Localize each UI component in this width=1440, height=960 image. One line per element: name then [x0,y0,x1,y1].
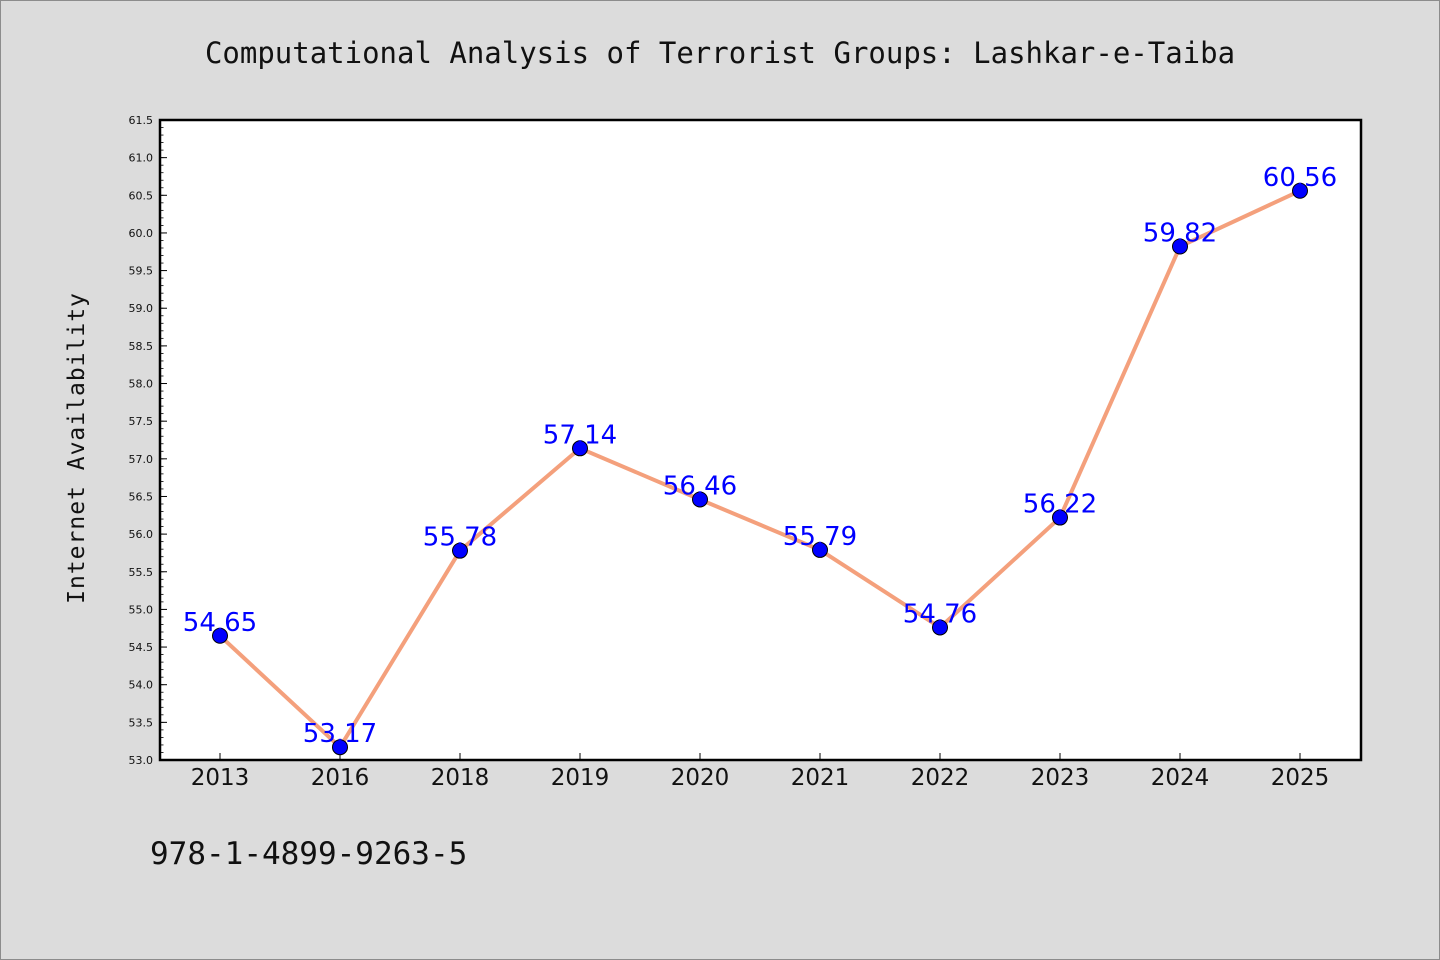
y-tick-label: 60.5 [129,189,154,202]
y-tick-label: 57.0 [129,453,154,466]
chart-title: Computational Analysis of Terrorist Grou… [205,36,1235,70]
data-labels: 54.65 53.17 55.78 57.14 56.46 55.79 54.76 56.22… [183,163,1337,749]
x-tick-label: 2019 [551,765,610,791]
data-point [932,619,948,636]
isbn-text: 978-1-4899-9263-5 [150,836,467,872]
series-line [218,188,1302,750]
data-label: 53.17 [303,719,377,749]
x-axis: 2013 2016 2018 2019 2020 2021 2022 2023 2024 2025 [191,753,1330,791]
x-tick-label: 2025 [1271,765,1330,791]
y-tick-label: 60.0 [129,227,154,240]
y-tick-label: 61.5 [129,114,154,127]
x-tick-label: 2020 [671,765,730,791]
y-tick-label: 56.0 [129,528,154,541]
data-point [212,627,228,644]
y-axis: 53.0 53.5 54.0 54.5 55.0 55.5 56.0 56.5 57.0 57.5… [129,114,167,767]
plot-area [158,118,1363,762]
x-tick-label: 2013 [191,765,250,791]
data-point [1052,509,1068,526]
y-tick-label: 54.5 [129,641,154,654]
data-label: 56.22 [1023,490,1097,520]
data-point [1172,238,1188,255]
data-label: 59.82 [1143,218,1217,248]
data-point [1292,182,1308,199]
y-axis-label: Internet Availability [64,292,90,604]
data-label: 60.56 [1263,163,1337,193]
y-tick-label: 59.5 [129,265,154,278]
x-tick-label: 2016 [311,765,370,791]
y-tick-label: 57.5 [129,415,154,428]
y-tick-label: 53.5 [129,716,154,729]
x-tick-label: 2018 [431,765,490,791]
data-label: 55.78 [423,523,497,553]
y-tick-label: 55.0 [129,603,154,616]
y-tick-label: 54.0 [129,679,154,692]
data-point [692,491,708,508]
y-tick-label: 58.5 [129,340,154,353]
y-tick-label: 58.0 [129,378,154,391]
x-tick-label: 2022 [911,765,970,791]
data-label: 54.65 [183,608,257,638]
y-tick-label: 61.0 [129,152,154,165]
y-tick-label: 59.0 [129,302,154,315]
data-label: 55.79 [783,522,857,552]
y-tick-label: 55.5 [129,566,154,579]
y-tick-label: 56.5 [129,490,154,503]
data-label: 54.76 [903,599,977,629]
data-point [812,541,828,558]
data-markers [212,182,1308,756]
x-tick-label: 2024 [1151,765,1210,791]
data-label: 56.46 [663,471,737,501]
x-tick-label: 2021 [791,765,850,791]
data-label: 57.14 [543,420,617,450]
data-point [572,440,588,457]
data-point [452,542,468,559]
y-tick-label: 53.0 [129,754,154,767]
data-point [332,739,348,756]
x-tick-label: 2023 [1031,765,1090,791]
